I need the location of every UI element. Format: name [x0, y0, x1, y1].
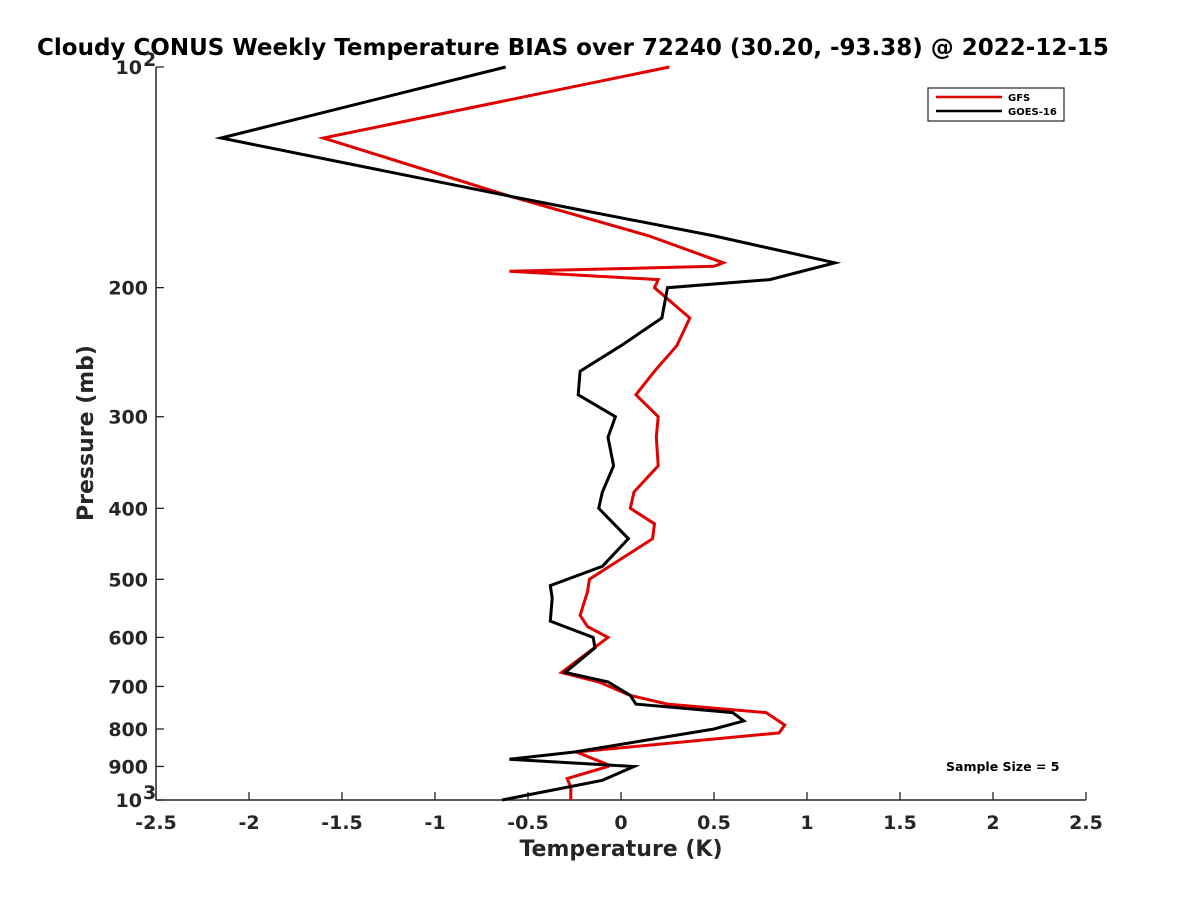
x-tick-label: 2 — [986, 812, 999, 834]
x-tick-label: -0.5 — [507, 812, 549, 834]
y-tick-label: 700 — [108, 676, 148, 698]
x-ticks: -2.5 -2 -1.5 -1 -0.5 0 0.5 1 1.5 2 2.5 — [135, 792, 1103, 834]
x-tick-label: -2.5 — [135, 812, 177, 834]
y-tick-label: 300 — [108, 407, 148, 429]
y-tick-label: 10 — [116, 790, 142, 812]
y-tick-exponent: 2 — [143, 49, 156, 71]
y-axis-label: Pressure (mb) — [74, 345, 99, 521]
chart-title: Cloudy CONUS Weekly Temperature BIAS ove… — [37, 35, 1109, 61]
y-tick-exponent: 3 — [143, 782, 156, 804]
y-tick-label: 600 — [108, 627, 148, 649]
x-tick-label: 1 — [800, 812, 813, 834]
y-tick-label: 900 — [108, 756, 148, 778]
legend-label-goes16: GOES-16 — [1008, 107, 1057, 118]
y-tick-label: 500 — [108, 569, 148, 591]
series-line-gfs — [317, 65, 787, 800]
y-tick-label: 200 — [108, 278, 148, 300]
x-axis-label: Temperature (K) — [519, 837, 722, 862]
x-tick-label: 1.5 — [883, 812, 917, 834]
x-tick-label: 0 — [614, 812, 627, 834]
legend-label-gfs: GFS — [1008, 93, 1030, 104]
legend: GFS GOES-16 — [927, 87, 1065, 122]
x-tick-label: -1 — [424, 812, 445, 834]
x-tick-label: 0.5 — [697, 812, 731, 834]
legend-box — [927, 87, 1065, 122]
sample-size-annotation: Sample Size = 5 — [946, 759, 1059, 774]
x-tick-label: -1.5 — [321, 812, 363, 834]
y-tick-label: 400 — [108, 498, 148, 520]
x-tick-label: 2.5 — [1069, 812, 1103, 834]
y-tick-label: 800 — [108, 719, 148, 741]
series-line-goes16 — [214, 65, 842, 802]
series-layer — [214, 65, 842, 802]
x-tick-label: -2 — [238, 812, 259, 834]
y-tick-label: 10 — [116, 57, 142, 79]
